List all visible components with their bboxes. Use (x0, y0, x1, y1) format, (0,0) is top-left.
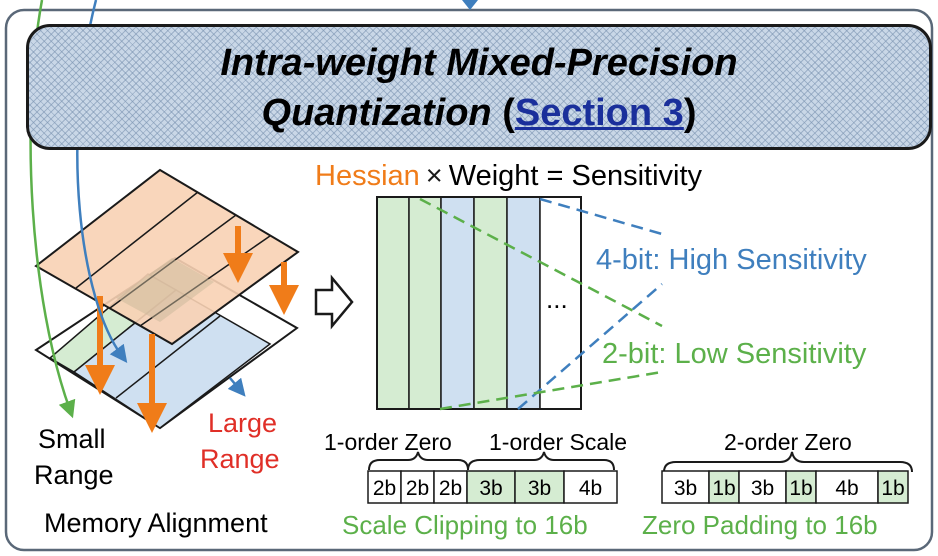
top-plane-overlap (116, 258, 214, 322)
paren-close: ) (683, 92, 697, 134)
zero-padding-cell (785, 470, 817, 504)
blue-dash-top (539, 197, 663, 236)
zero-padding-cell (815, 470, 879, 504)
zero-padding-cell (708, 470, 740, 504)
zero-padding-cell-label: 1b (789, 477, 812, 500)
weight-matrix (376, 196, 582, 410)
first-order-zero-label: 1-order Zero (324, 429, 452, 455)
weight-plane-stack (34, 168, 300, 433)
scale-clipping-cell-label: 4b (579, 477, 602, 500)
scale-clipping-cell (563, 470, 618, 504)
scale-clipping-brace-zero (368, 451, 469, 471)
zero-padding-caption: Zero Padding to 16b (642, 510, 878, 540)
large-range-label-line1: Large (208, 408, 278, 438)
scale-clipping-cells: 2b 2b 2b 3b 3b 4b (367, 470, 618, 504)
high-sensitivity-label: 4-bit: High Sensitivity (596, 244, 867, 276)
blue-large-range-arrow (227, 377, 246, 397)
zero-padding-cell-label: 3b (674, 477, 697, 500)
memory-alignment-label: Memory Alignment (44, 508, 268, 538)
matrix-ellipsis: ... (546, 284, 568, 314)
first-order-scale-label: 1-order Scale (489, 429, 628, 455)
section-3-link[interactable]: Section 3 (514, 92, 684, 134)
zero-padding-brace (663, 451, 913, 473)
banner-title-quantization: Quantization (261, 92, 492, 134)
scale-clipping-cell-label: 2b (406, 477, 429, 500)
scale-clipping-caption: Scale Clipping to 16b (342, 510, 588, 540)
small-range-label-line1: Small (38, 424, 106, 454)
scale-clipping-brace-scale (467, 451, 615, 471)
title-banner: Intra-weight Mixed-Precision Quantizatio… (26, 24, 932, 150)
zero-padding-cell-label: 1b (712, 477, 735, 500)
equation-weight-sensitivity: Weight = Sensitivity (448, 160, 703, 192)
equation-times: × (425, 160, 443, 192)
scale-clipping-cell-label: 2b (439, 477, 462, 500)
low-sensitivity-label: 2-bit: Low Sensitivity (602, 338, 867, 370)
zero-padding-cell (877, 470, 909, 504)
scale-clipping-cell-label: 3b (479, 477, 502, 500)
small-range-label-line2: Range (34, 460, 114, 490)
scale-clipping-cell-label: 3b (528, 477, 551, 500)
paren-open: ( (502, 92, 515, 134)
scale-clipping-cell (433, 470, 468, 504)
incoming-arrow-icon (462, 0, 478, 10)
zero-padding-cell-label: 3b (751, 477, 774, 500)
zero-padding-cell (661, 470, 710, 504)
scale-clipping-cell (367, 470, 402, 504)
equation: Hessian × Weight = Sensitivity (315, 162, 702, 191)
zero-padding-cell-label: 1b (881, 477, 904, 500)
banner-title-line2: Quantization (Section 3) (29, 91, 929, 135)
equation-hessian: Hessian (315, 160, 420, 192)
outer-frame (4, 8, 934, 552)
scale-clipping-cell (466, 470, 516, 504)
banner-title-line1: Intra-weight Mixed-Precision (220, 42, 738, 84)
large-range-label-line2: Range (200, 444, 280, 474)
bottom-plane-divider (115, 315, 221, 399)
matrix-col-2 (408, 196, 442, 410)
matrix-col-5 (506, 196, 541, 410)
zero-padding-cells: 3b 1b 3b 1b 4b 1b (661, 470, 909, 504)
matrix-col-3 (440, 196, 475, 410)
hollow-right-arrow-icon (314, 274, 354, 330)
zero-padding-cell-label: 4b (835, 477, 858, 500)
green-dash-top (419, 197, 663, 328)
second-order-zero-label: 2-order Zero (724, 429, 852, 455)
top-plane-divider-1 (75, 191, 199, 289)
matrix-border (376, 196, 582, 410)
scale-clipping-cell-label: 2b (373, 477, 396, 500)
matrix-col-1 (376, 196, 410, 410)
blue-dash-bottom (517, 283, 663, 410)
